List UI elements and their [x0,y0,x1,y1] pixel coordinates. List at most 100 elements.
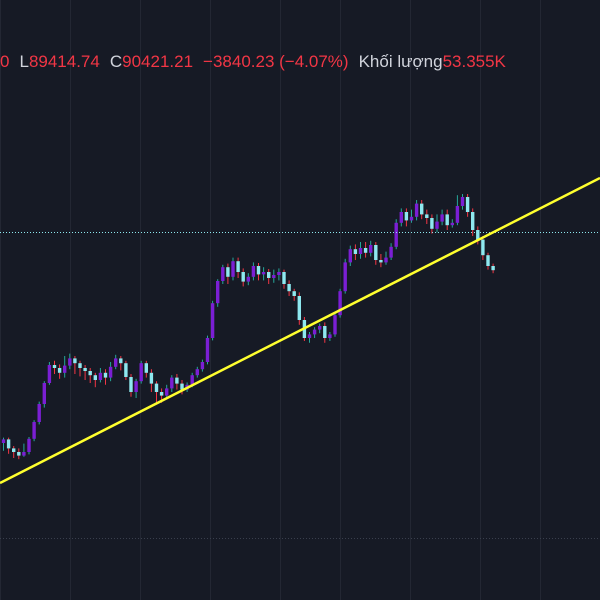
candle-up [399,212,403,223]
candle-up [277,272,281,275]
candle-up [348,249,352,263]
candle-up [414,203,419,217]
candle-down [476,230,480,240]
candle-up [389,246,393,258]
candle-up [32,422,36,439]
candle-up [205,338,210,362]
candle-up [343,262,347,292]
candle-down [404,212,409,221]
candle-up [42,383,46,404]
candle-down [17,452,21,456]
candle-up [384,257,388,263]
candle-up [307,334,312,338]
candle-up [272,275,276,278]
candle-down [103,372,108,378]
low-value: 89414.74 [28,52,100,71]
candle-up [63,365,67,373]
ohlc-legend: 0 L 89414.74 C 90421.21 −3840.23 (−4.07%… [0,49,506,75]
candle-up [216,281,220,304]
low-label: L [19,52,29,71]
candle-up [27,438,31,452]
candle-down [491,266,495,271]
candle-down [256,266,261,275]
candle-up [210,303,215,338]
candle-down [425,214,429,218]
candle-down [88,371,92,376]
candle-up [460,197,465,206]
candle-down [154,383,159,392]
candle-up [165,388,169,396]
candle-up [440,214,444,222]
candle-down [486,255,490,266]
candle-down [379,260,383,263]
candle-down [93,375,97,380]
candle-down [297,296,301,320]
candle-up [394,222,398,247]
candle-down [144,363,148,373]
candle-up [333,315,337,335]
candle-up [221,267,225,281]
candle-up [170,377,174,389]
candle-down [465,197,470,212]
candle-down [149,372,154,384]
candle-down [236,261,240,272]
candle-down [12,448,16,452]
candle-up [22,452,26,456]
candle-down [282,272,286,284]
candle-up [98,372,103,380]
candle-down [83,368,87,371]
candle-up [312,329,317,335]
candle-down [323,326,327,338]
candle-up [246,276,250,282]
candle-down [292,291,296,296]
candle-down [287,284,291,292]
candle-up [195,369,199,376]
candle-up [139,363,143,382]
candle-up [200,362,205,370]
candle-down [159,392,164,396]
candle-up [328,334,332,338]
candle-up [114,358,118,367]
candle-up [435,221,439,229]
candle-down [363,248,368,253]
candle-up [455,206,460,223]
candle-down [445,214,449,226]
volume-label: Khối lượng [358,52,443,71]
candle-down [226,267,230,277]
candle-down [471,212,475,230]
candle-down [374,245,378,260]
candle-down [57,368,62,373]
candle-up [108,366,113,378]
candle-up [68,358,72,366]
candle-down [241,272,245,282]
candle-up [358,248,363,254]
candle-up [231,261,235,277]
candle-down [52,365,57,368]
candle-down [180,383,184,390]
candle-up [369,245,373,253]
candles [1,194,495,460]
candle-down [124,363,128,377]
candle-down [420,203,424,215]
change-value: −3840.23 (−4.07%) [203,52,349,71]
candle-up [190,375,194,385]
candle-up [251,266,256,277]
open-value-tail: 0 [0,52,10,71]
candle-up [1,439,6,443]
close-label: C [109,52,123,71]
candle-down [78,363,82,368]
candle-down [73,358,77,364]
candle-down [430,218,434,229]
candle-up [450,222,454,226]
candle-up [261,272,266,275]
candle-down [481,239,485,256]
trendline[interactable] [0,176,600,485]
candle-up [318,326,322,330]
candle-down [175,377,179,384]
candle-down [119,358,123,364]
candle-down [6,439,11,449]
candle-up [409,216,414,221]
candle-down [129,377,133,392]
close-value: 90421.21 [122,52,194,71]
